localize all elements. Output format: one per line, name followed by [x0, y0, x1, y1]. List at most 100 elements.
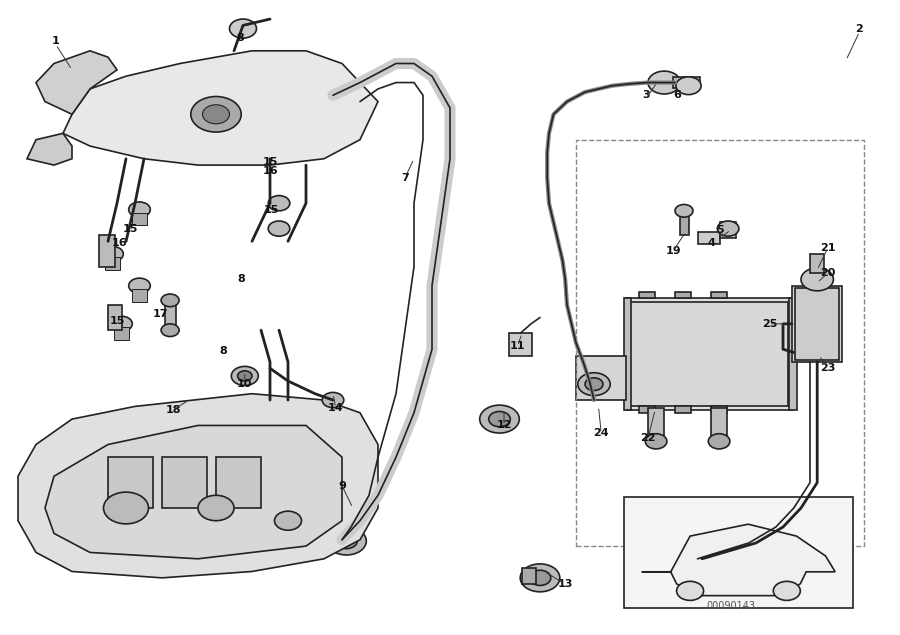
Circle shape [773, 582, 800, 601]
Circle shape [648, 71, 680, 94]
Text: 16: 16 [112, 237, 128, 248]
Text: 8: 8 [220, 345, 227, 356]
Circle shape [102, 246, 123, 262]
Circle shape [129, 202, 150, 217]
Bar [673, 77, 700, 88]
Circle shape [191, 97, 241, 132]
Polygon shape [18, 394, 378, 578]
Circle shape [529, 570, 551, 585]
Bar [795, 288, 839, 360]
Text: 20: 20 [820, 268, 836, 278]
Bar [639, 406, 655, 413]
Text: 16: 16 [262, 166, 278, 177]
Bar [789, 298, 796, 410]
Circle shape [327, 527, 366, 555]
Bar [630, 302, 788, 406]
Text: 15: 15 [109, 316, 125, 326]
Circle shape [675, 204, 693, 217]
Text: 00090143: 00090143 [706, 601, 755, 611]
Text: 19: 19 [665, 246, 681, 256]
Text: 21: 21 [820, 243, 836, 253]
Bar [576, 356, 626, 400]
Text: 22: 22 [640, 433, 656, 443]
Bar [624, 298, 631, 410]
Bar [675, 292, 691, 298]
Circle shape [489, 411, 510, 427]
Bar [162, 457, 207, 508]
Text: 2: 2 [856, 23, 863, 34]
Bar [648, 408, 664, 438]
Circle shape [238, 371, 252, 381]
Bar [132, 213, 147, 225]
Bar [711, 292, 727, 298]
Bar [99, 235, 115, 267]
Circle shape [708, 434, 730, 449]
Text: 8: 8 [237, 33, 244, 43]
Bar [810, 254, 824, 273]
Polygon shape [63, 51, 378, 165]
Text: 8: 8 [238, 274, 245, 284]
Bar [509, 333, 532, 356]
Circle shape [231, 366, 258, 385]
Text: 24: 24 [593, 428, 609, 438]
Bar [720, 222, 736, 238]
Circle shape [202, 105, 230, 124]
Bar [698, 232, 720, 244]
Circle shape [161, 294, 179, 307]
Circle shape [274, 511, 302, 530]
Bar [711, 408, 727, 438]
Bar [114, 327, 129, 340]
Circle shape [111, 316, 132, 331]
Circle shape [677, 582, 704, 601]
Polygon shape [642, 525, 835, 596]
Text: 15: 15 [264, 204, 280, 215]
Circle shape [322, 392, 344, 408]
Bar [216, 457, 261, 508]
Text: 14: 14 [328, 403, 344, 413]
Circle shape [198, 495, 234, 521]
Text: 11: 11 [509, 341, 526, 351]
Text: 25: 25 [761, 319, 778, 329]
Circle shape [801, 268, 833, 291]
Circle shape [161, 324, 179, 337]
Text: 7: 7 [401, 173, 409, 183]
Bar [792, 286, 842, 362]
Circle shape [645, 434, 667, 449]
Circle shape [104, 492, 148, 524]
Polygon shape [36, 51, 117, 114]
Circle shape [268, 196, 290, 211]
Bar [711, 406, 727, 413]
Text: 13: 13 [557, 579, 573, 589]
Text: 17: 17 [152, 309, 168, 319]
Text: 5: 5 [716, 225, 724, 235]
Text: 12: 12 [496, 420, 512, 431]
Circle shape [578, 373, 610, 396]
Bar [105, 257, 120, 270]
Bar [626, 298, 792, 410]
Bar [108, 457, 153, 508]
Bar [165, 303, 176, 327]
Bar [132, 289, 147, 302]
Bar [108, 305, 122, 330]
Bar [639, 292, 655, 298]
Circle shape [129, 278, 150, 293]
Circle shape [230, 19, 256, 38]
Bar [522, 568, 536, 584]
Text: 18: 18 [166, 404, 182, 415]
Text: 10: 10 [237, 379, 253, 389]
Text: 1: 1 [52, 36, 59, 46]
Bar [675, 406, 691, 413]
Circle shape [268, 221, 290, 236]
Circle shape [480, 405, 519, 433]
Circle shape [336, 533, 357, 549]
Text: 23: 23 [820, 363, 836, 373]
Circle shape [676, 77, 701, 95]
Bar [680, 213, 688, 235]
Text: 15: 15 [122, 224, 139, 234]
Polygon shape [27, 133, 72, 165]
Bar [576, 140, 864, 546]
Circle shape [520, 564, 560, 592]
Bar [624, 497, 853, 608]
Text: 9: 9 [338, 481, 346, 491]
Circle shape [717, 221, 739, 236]
